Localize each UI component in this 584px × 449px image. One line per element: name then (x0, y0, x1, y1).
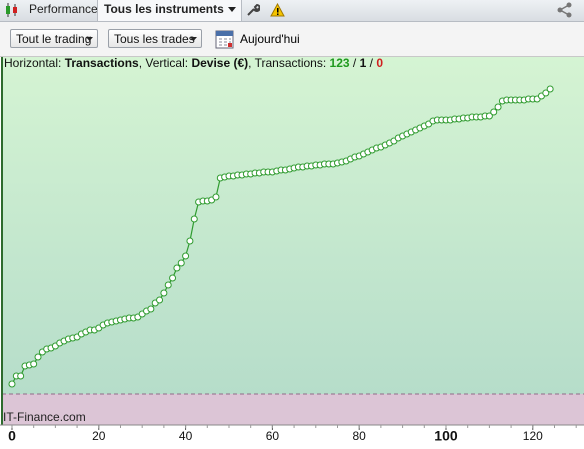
dropdown-arrow (228, 7, 236, 12)
data-point (156, 296, 164, 304)
dropdown-label: Tout le trading (16, 32, 92, 46)
data-point (30, 360, 38, 368)
tab-performance[interactable]: Performance (29, 2, 98, 16)
data-point (34, 353, 42, 361)
info-value: Transactions (65, 56, 139, 70)
data-point (546, 85, 554, 93)
x-tick-label: 20 (92, 429, 106, 443)
data-point (177, 259, 185, 267)
chart-icon (6, 3, 17, 17)
info-text: Horizontal: (4, 56, 61, 70)
x-tick-label: 0 (8, 428, 16, 444)
dropdown-arrow (190, 37, 197, 41)
data-point (147, 305, 155, 313)
data-point (186, 237, 194, 245)
negative-zone (2, 394, 584, 425)
data-point (542, 89, 550, 97)
info-line: Horizontal: Transactions, Vertical: Devi… (4, 56, 383, 70)
tab-instruments[interactable]: Tous les instruments (97, 0, 242, 21)
chart: Horizontal: Transactions, Vertical: Devi… (0, 56, 584, 444)
data-point (182, 252, 190, 260)
dropdown-label: Tous les trades (114, 32, 195, 46)
x-tick-label: 100 (434, 428, 458, 444)
x-tick-label: 80 (353, 429, 367, 443)
x-tick-label: 60 (266, 429, 280, 443)
data-point (190, 215, 198, 223)
data-point (164, 281, 172, 289)
info-text: , Vertical: (139, 56, 188, 70)
watermark: IT-Finance.com (3, 410, 86, 424)
data-point (490, 108, 498, 116)
dropdown-arrow (86, 37, 93, 41)
date-label[interactable]: Aujourd'hui (240, 32, 300, 46)
tab-label: Tous les instruments (104, 2, 224, 16)
x-tick-label: 120 (523, 429, 543, 443)
toolbar: Tout le trading Tous les trades Aujourd'… (0, 22, 584, 57)
calendar-icon[interactable] (215, 28, 235, 50)
data-point (169, 274, 177, 282)
info-text: , Transactions: (248, 56, 326, 70)
trading-dropdown[interactable]: Tout le trading (10, 29, 98, 48)
count-negative: 0 (376, 56, 383, 70)
count-neutral: 1 (360, 56, 367, 70)
separator: / (353, 56, 357, 70)
share-icon[interactable] (556, 2, 574, 18)
data-point (173, 264, 181, 272)
data-point (8, 380, 16, 388)
data-point (485, 112, 493, 120)
data-point (160, 289, 168, 297)
tab-bar: Performance Tous les instruments (0, 0, 584, 22)
data-point (17, 372, 25, 380)
x-tick-label: 40 (179, 429, 193, 443)
data-point (494, 103, 502, 111)
wrench-icon[interactable] (246, 3, 260, 17)
info-value: Devise (€) (191, 56, 248, 70)
trades-dropdown[interactable]: Tous les trades (108, 29, 202, 48)
warning-icon[interactable] (270, 3, 285, 17)
separator: / (370, 56, 374, 70)
count-positive: 123 (330, 56, 350, 70)
data-point (212, 193, 220, 201)
